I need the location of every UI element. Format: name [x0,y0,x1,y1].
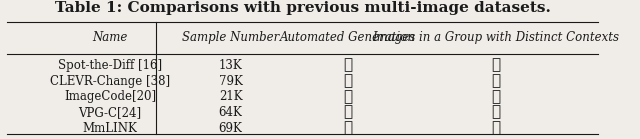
Text: MmLINK: MmLINK [83,121,138,135]
Text: 69K: 69K [219,121,243,135]
Text: Automated Generation: Automated Generation [280,31,416,44]
Text: ✗: ✗ [492,59,500,73]
Text: 21K: 21K [219,90,243,103]
Text: ✗: ✗ [492,74,500,88]
Text: ✓: ✓ [344,105,353,119]
Text: Table 1: Comparisons with previous multi-image datasets.: Table 1: Comparisons with previous multi… [55,1,551,15]
Text: Sample Number: Sample Number [182,31,279,44]
Text: ✗: ✗ [492,105,500,119]
Text: ✓: ✓ [492,121,500,135]
Text: VPG-C[24]: VPG-C[24] [78,106,141,119]
Text: Spot-the-Diff [16]: Spot-the-Diff [16] [58,59,162,72]
Text: CLEVR-Change [38]: CLEVR-Change [38] [50,75,170,88]
Text: ✗: ✗ [344,90,353,104]
Text: 79K: 79K [219,75,243,88]
Text: 13K: 13K [219,59,243,72]
Text: 64K: 64K [219,106,243,119]
Text: Name: Name [92,31,127,44]
Text: ✓: ✓ [344,74,353,88]
Text: ✓: ✓ [344,121,353,135]
Text: Images in a Group with Distinct Contexts: Images in a Group with Distinct Contexts [372,31,620,44]
Text: ImageCode[20]: ImageCode[20] [64,90,156,103]
Text: ✗: ✗ [344,59,353,73]
Text: ✗: ✗ [492,90,500,104]
